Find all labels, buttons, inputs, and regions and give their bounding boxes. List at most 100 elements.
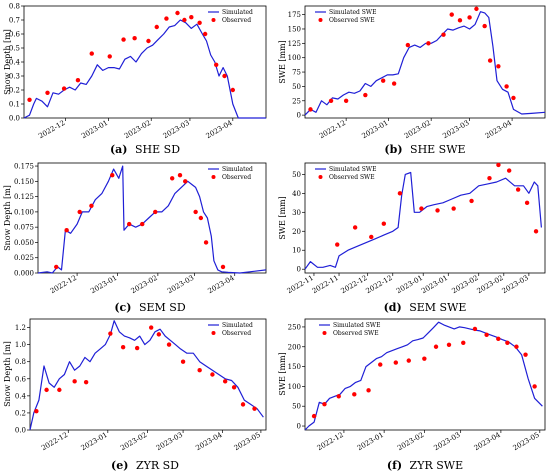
observed-point (505, 340, 510, 345)
observed-point (363, 92, 368, 98)
observed-point (182, 17, 187, 23)
observed-point (506, 168, 512, 173)
x-tick-label: 2022-12 (49, 274, 78, 295)
plot-frame (304, 5, 546, 119)
x-tick-label: 2023-01 (356, 431, 385, 452)
y-tick-label: 0.0 (9, 115, 20, 123)
x-tick-label: 2022-12 (318, 119, 347, 140)
observed-point (72, 379, 77, 384)
x-tick-label: 2023-03 (441, 119, 470, 140)
observed-point (484, 332, 489, 338)
legend-label-observed: Observed (222, 174, 251, 181)
observed-point (461, 340, 466, 345)
y-tick-label: 0.8 (15, 358, 26, 366)
y-axis-label: Snow Depth [m] (3, 341, 12, 407)
x-tick-label: 2023-01 (80, 431, 109, 452)
observed-point (405, 42, 411, 48)
y-tick-label: 100 (288, 383, 301, 391)
observed-point (380, 78, 386, 83)
series-line-simulated (304, 171, 542, 270)
observed-point (120, 344, 126, 350)
y-tick-label: 0.175 (14, 163, 34, 171)
y-tick-label: 100 (288, 54, 301, 62)
x-tick-label: 2023-04 (205, 119, 235, 141)
legend-marker-handle (211, 18, 216, 22)
y-tick-label: 20 (292, 228, 301, 236)
observed-point (61, 86, 67, 91)
observed-point (446, 342, 452, 347)
observed-point (391, 81, 397, 86)
y-tick-label: 0.0 (15, 427, 26, 435)
observed-point (193, 209, 198, 215)
y-axis-label: SWE [mm] (278, 40, 287, 84)
y-tick-label: 0.075 (14, 224, 34, 232)
observed-point (197, 368, 202, 373)
observed-point (214, 62, 219, 67)
observed-point (511, 95, 516, 101)
observed-point (335, 242, 340, 247)
observed-point (435, 208, 440, 213)
y-tick-label: 0.1 (9, 101, 20, 109)
series-line-simulated (304, 11, 546, 116)
x-tick-label: 2022-12 (40, 431, 69, 452)
observed-point (27, 97, 32, 103)
y-tick-label: 50 (292, 171, 301, 179)
observed-point (177, 173, 183, 178)
legend-label-observed-swe: Observed SWE (333, 330, 379, 337)
caption-letter: (d) (384, 301, 402, 314)
x-tick-label: 2023-05 (512, 431, 541, 452)
x-tick-label: 2022-12 (339, 274, 368, 295)
observed-point (366, 388, 371, 393)
legend-label-simulated-swe: Simulated SWE (333, 322, 380, 329)
x-tick-label: 2023-05 (233, 431, 262, 452)
y-tick-label: 0.4 (15, 392, 27, 400)
observed-point (496, 162, 501, 168)
y-tick-label: 0.4 (9, 59, 21, 67)
y-tick-label: 125 (288, 40, 301, 48)
x-tick-label: 2023-02 (119, 431, 148, 452)
legend-label-observed-swe: Observed SWE (329, 174, 375, 181)
observed-point (472, 326, 478, 332)
observed-point (132, 36, 137, 41)
svg-text:(f) ZYR SWE: (f) ZYR SWE (387, 459, 463, 472)
y-tick-label: 0.5 (9, 45, 20, 53)
observed-point (496, 64, 501, 69)
y-tick-label: 0.025 (14, 254, 34, 262)
plot-frame (304, 162, 546, 274)
y-tick-label: 0.6 (9, 31, 21, 39)
y-tick-label: 25 (292, 97, 301, 105)
observed-point (474, 6, 479, 12)
y-tick-label: 200 (288, 343, 301, 351)
observed-point (397, 191, 403, 196)
y-tick-label: 0.7 (9, 17, 20, 25)
y-axis-label: Snow Depth [m] (3, 29, 12, 95)
legend-marker-handle (318, 175, 323, 179)
y-axis-label: Snow Depth [m] (3, 185, 12, 251)
legend-marker-handle (211, 331, 216, 335)
observed-point (34, 409, 39, 414)
x-tick-label: 2022-12 (365, 274, 394, 295)
observed-point (449, 12, 454, 17)
observed-point (140, 221, 145, 227)
y-axis-label: SWE [mm] (278, 196, 287, 240)
observed-point (222, 379, 228, 384)
y-tick-label: 50 (292, 83, 301, 91)
legend-marker-handle (211, 175, 216, 179)
y-tick-label: 0.000 (14, 270, 34, 278)
observed-point (89, 51, 94, 56)
observed-point (156, 332, 162, 337)
legend-label-simulated-swe: Simulated SWE (329, 166, 376, 173)
observed-point (533, 229, 539, 234)
observed-point (83, 379, 89, 385)
observed-point (146, 38, 151, 44)
y-tick-label: 0.125 (14, 193, 34, 201)
x-tick-label: 2023-02 (396, 431, 425, 452)
x-tick-label: 2023-01 (80, 119, 109, 140)
observed-point (441, 32, 446, 37)
y-tick-label: 0 (297, 112, 301, 120)
observed-point (487, 58, 493, 63)
y-tick-label: 0.6 (15, 375, 27, 383)
y-tick-label: 0.2 (9, 87, 20, 95)
x-tick-label: 2023-01 (89, 274, 118, 295)
observed-point (487, 175, 492, 181)
